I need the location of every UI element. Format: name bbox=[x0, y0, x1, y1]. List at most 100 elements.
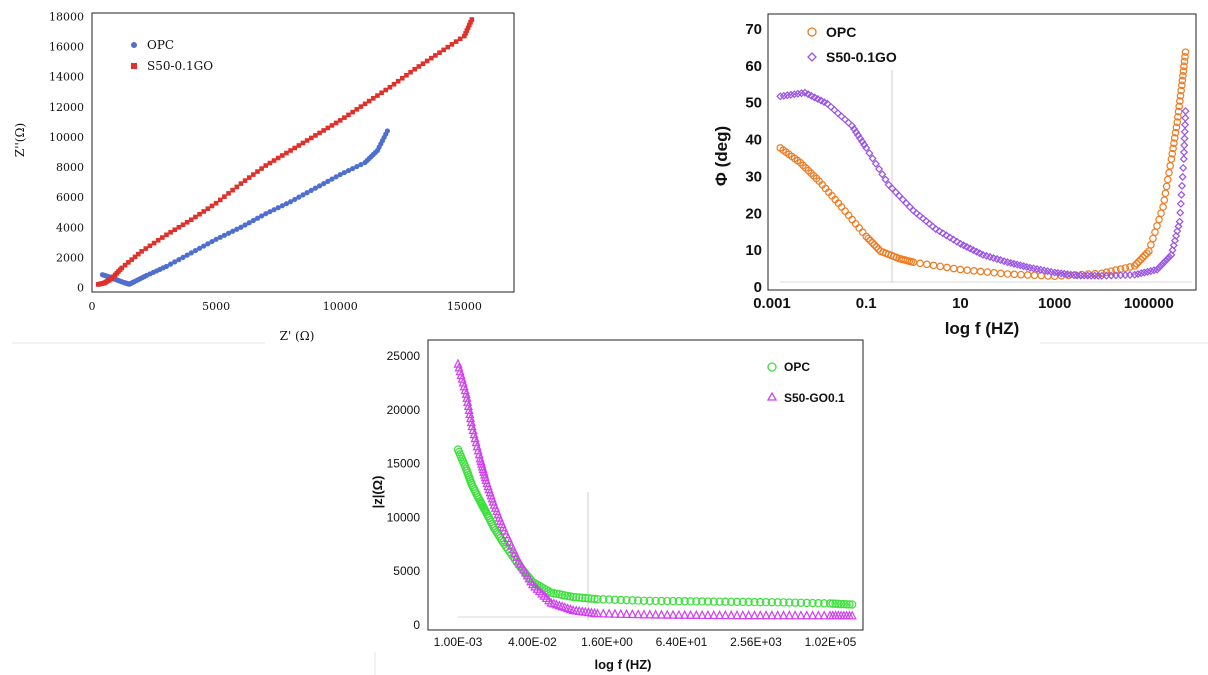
data-point bbox=[767, 598, 777, 607]
data-point bbox=[1102, 268, 1111, 277]
data-point bbox=[674, 596, 684, 606]
x-tick-label: 0.001 bbox=[753, 295, 791, 312]
data-point bbox=[230, 187, 235, 193]
data-point bbox=[1171, 128, 1180, 137]
data-point bbox=[761, 598, 771, 607]
y-tick-label: 10000 bbox=[49, 131, 84, 144]
y-tick-label: 30 bbox=[745, 168, 762, 185]
data-point bbox=[590, 594, 599, 604]
data-point bbox=[732, 610, 742, 620]
data-point bbox=[172, 227, 178, 233]
data-point bbox=[136, 251, 141, 257]
data-point bbox=[855, 224, 863, 232]
data-point bbox=[238, 181, 244, 186]
data-point bbox=[802, 598, 811, 608]
data-point bbox=[1157, 261, 1166, 270]
data-point bbox=[217, 197, 223, 203]
data-point bbox=[172, 259, 178, 265]
data-point bbox=[213, 200, 219, 206]
data-point bbox=[1143, 249, 1151, 258]
nyquist-xlabel: Z' (Ω) bbox=[280, 329, 315, 343]
data-point bbox=[1141, 251, 1149, 260]
x-tick-label: 4.00E-02 bbox=[508, 635, 557, 649]
data-point bbox=[836, 599, 846, 609]
data-point bbox=[1168, 149, 1177, 158]
data-point bbox=[184, 252, 190, 258]
data-point bbox=[193, 214, 198, 220]
data-point bbox=[621, 608, 632, 619]
data-point bbox=[1181, 48, 1190, 56]
data-point bbox=[1175, 217, 1184, 226]
data-point bbox=[333, 120, 339, 126]
data-point bbox=[345, 167, 352, 174]
data-point bbox=[814, 599, 823, 608]
data-point bbox=[387, 84, 393, 90]
y-tick-label: 16000 bbox=[49, 41, 84, 54]
data-point bbox=[645, 596, 655, 606]
data-point bbox=[633, 596, 643, 605]
data-point bbox=[325, 125, 331, 131]
data-point bbox=[922, 260, 931, 269]
data-point bbox=[242, 178, 248, 183]
data-point bbox=[321, 128, 326, 133]
data-point bbox=[346, 112, 351, 118]
data-point bbox=[790, 610, 800, 620]
data-point bbox=[132, 254, 138, 260]
data-point bbox=[188, 217, 194, 223]
data-point bbox=[837, 112, 846, 121]
data-point bbox=[1126, 263, 1134, 271]
data-point bbox=[366, 98, 372, 104]
data-point bbox=[848, 215, 856, 224]
data-point bbox=[209, 238, 215, 245]
data-point bbox=[1140, 268, 1149, 277]
data-point bbox=[990, 268, 998, 277]
data-point bbox=[639, 596, 649, 605]
data-point bbox=[176, 224, 182, 230]
data-point bbox=[1136, 255, 1145, 264]
data-point bbox=[854, 131, 863, 140]
data-point bbox=[744, 610, 754, 620]
data-point bbox=[662, 609, 672, 619]
data-point bbox=[786, 90, 795, 99]
y-tick-label: 60 bbox=[745, 58, 762, 75]
data-point bbox=[657, 596, 666, 606]
data-point bbox=[201, 209, 207, 214]
data-point bbox=[881, 175, 890, 184]
data-point bbox=[1139, 253, 1147, 262]
data-point bbox=[1172, 123, 1181, 132]
data-point bbox=[831, 599, 840, 608]
data-point bbox=[1010, 270, 1019, 279]
data-point bbox=[1180, 141, 1189, 150]
data-point bbox=[871, 159, 880, 168]
data-point bbox=[456, 369, 466, 380]
data-point bbox=[1177, 190, 1186, 199]
data-point bbox=[935, 227, 944, 236]
data-point bbox=[384, 128, 390, 134]
data-point bbox=[463, 396, 473, 406]
data-point bbox=[1159, 203, 1167, 211]
data-point bbox=[1155, 263, 1164, 272]
data-point bbox=[300, 140, 306, 146]
data-point bbox=[316, 183, 323, 189]
data-point bbox=[756, 597, 765, 607]
data-point bbox=[1161, 257, 1170, 266]
data-point bbox=[467, 22, 472, 28]
data-point bbox=[680, 597, 689, 606]
data-point bbox=[839, 599, 849, 609]
data-point bbox=[333, 174, 339, 180]
y-tick-label: 20 bbox=[745, 205, 762, 222]
data-point bbox=[847, 121, 857, 130]
data-point bbox=[460, 384, 470, 395]
data-point bbox=[279, 203, 285, 209]
data-point bbox=[1168, 246, 1177, 255]
data-point bbox=[997, 269, 1005, 278]
data-point bbox=[408, 69, 413, 75]
data-point bbox=[651, 609, 661, 619]
data-point bbox=[1179, 72, 1187, 80]
data-point bbox=[1162, 182, 1171, 191]
y-tick-label: 8000 bbox=[56, 161, 84, 174]
data-point bbox=[358, 104, 364, 109]
data-point bbox=[714, 609, 725, 620]
data-point bbox=[581, 593, 590, 603]
